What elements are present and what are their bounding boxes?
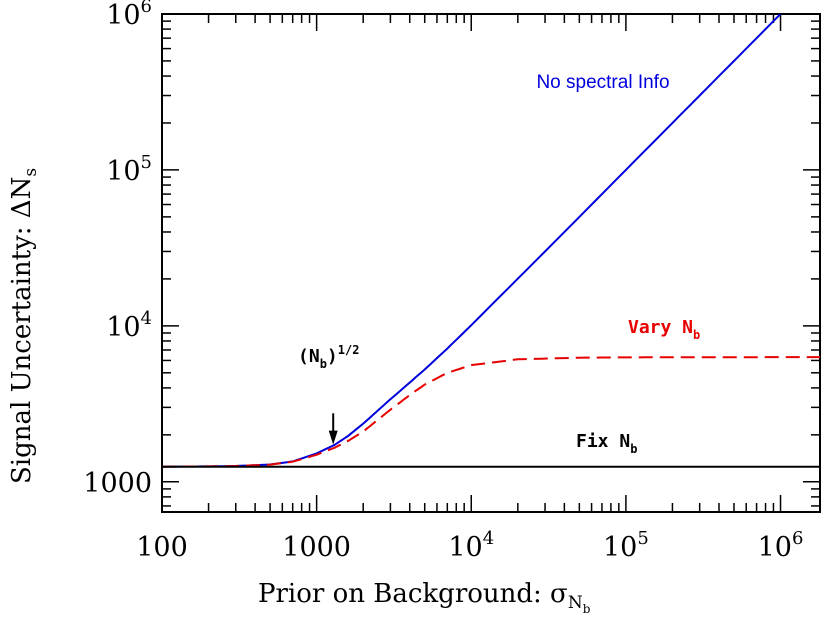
y-tick-label: 105 xyxy=(106,152,152,187)
annotation-nb-half-close: ) xyxy=(327,346,338,367)
y-axis-title: Signal Uncertainty: ΔNs xyxy=(7,168,41,484)
x-tick-label: 105 xyxy=(603,528,649,563)
annotation-nb-half-main: (N xyxy=(298,346,320,367)
annotation-vary-sub: b xyxy=(693,328,700,342)
annotation-fix-sub: b xyxy=(630,442,637,456)
annotation-no-spectral: No spectral Info xyxy=(536,72,669,93)
annotation-vary: Vary Nb xyxy=(628,317,700,342)
series-line-1 xyxy=(162,356,820,468)
x-axis-title-subsub: b xyxy=(583,602,591,616)
annotation-nb-half-sub: b xyxy=(320,357,327,371)
y-tick-label: 106 xyxy=(106,0,152,31)
y-axis-title-sub: s xyxy=(21,168,41,177)
tick-labels: 100 1000 104 105 106 1000 104 105 106 xyxy=(83,0,803,563)
plot-frame xyxy=(161,13,821,513)
arrow-head xyxy=(328,430,338,445)
y-tick-label: 104 xyxy=(106,308,152,343)
annotation-fix-main: Fix N xyxy=(576,431,630,452)
annotation-fix: Fix Nb xyxy=(576,431,637,456)
y-tick-label: 1000 xyxy=(83,468,152,499)
annotation-arrow xyxy=(328,413,338,445)
x-axis-title-sub: N xyxy=(568,593,583,613)
x-tick-label: 1000 xyxy=(282,532,351,563)
series-layer xyxy=(162,14,820,468)
annotation-nb-half: (Nb)1/2 xyxy=(298,343,359,371)
x-tick-label: 106 xyxy=(758,528,804,563)
x-tick-label: 104 xyxy=(448,528,494,563)
x-axis-title: Prior on Background: σNb xyxy=(258,579,591,616)
tick-marks xyxy=(161,13,820,512)
annotation-nb-half-sup: 1/2 xyxy=(338,343,360,357)
y-axis-title-main: Signal Uncertainty: ΔN xyxy=(7,177,37,484)
x-tick-label: 100 xyxy=(136,532,188,563)
annotation-vary-main: Vary N xyxy=(628,317,693,338)
series-line-0 xyxy=(162,14,782,468)
x-axis-title-main: Prior on Background: σ xyxy=(258,579,568,609)
